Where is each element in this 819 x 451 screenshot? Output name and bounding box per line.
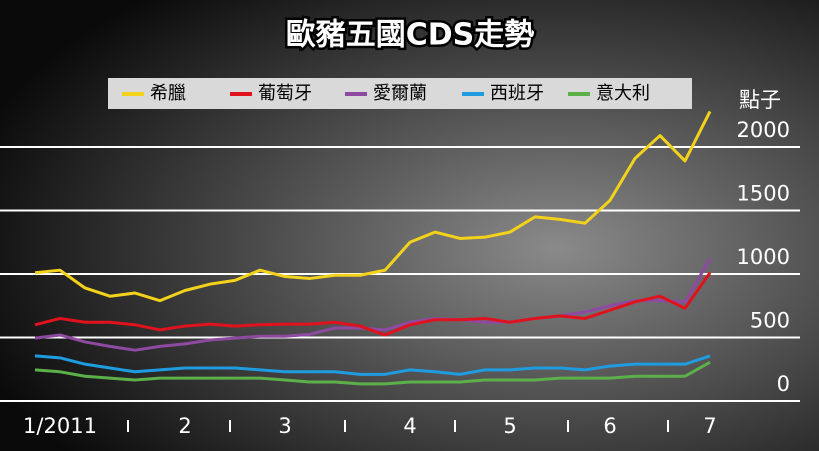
minor-ticks <box>127 420 669 432</box>
x-tick-label: 5 <box>503 414 516 438</box>
series-line <box>34 354 711 376</box>
y-axis-label: 點子 <box>739 88 781 112</box>
legend-label: 希臘 <box>150 83 186 104</box>
y-tick-label: 0 <box>777 372 790 396</box>
x-tick-label: 3 <box>278 414 291 438</box>
x-tick-label: 7 <box>703 414 716 438</box>
series-line <box>34 271 712 337</box>
y-tick-label: 1500 <box>737 182 790 206</box>
series-line <box>34 110 712 303</box>
series-line <box>34 360 711 386</box>
y-tick-label: 2000 <box>737 118 790 142</box>
legend-label: 西班牙 <box>490 83 544 104</box>
legend-box <box>108 78 692 109</box>
legend-label: 葡萄牙 <box>258 83 312 104</box>
y-tick-label: 500 <box>750 309 790 333</box>
y-tick-label: 1000 <box>737 245 790 269</box>
x-tick-label: 2 <box>178 414 191 438</box>
legend-label: 意大利 <box>596 83 650 104</box>
legend-label: 愛爾蘭 <box>373 83 427 104</box>
x-tick-label: 4 <box>403 414 416 438</box>
x-tick-label: 1/2011 <box>23 414 97 438</box>
chart-title: 歐豬五國CDS走勢 <box>286 18 535 53</box>
x-tick-label: 6 <box>603 414 616 438</box>
